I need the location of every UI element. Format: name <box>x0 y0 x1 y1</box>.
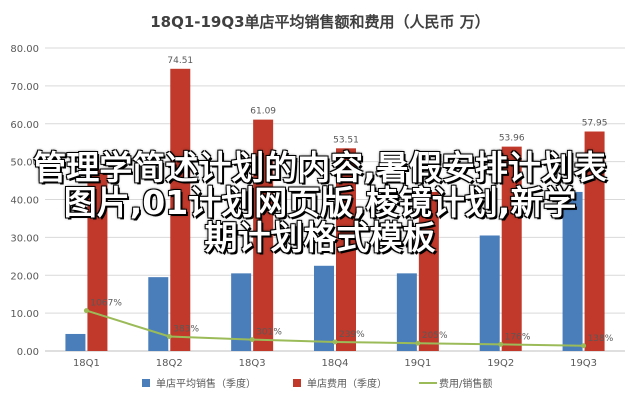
x-tick-label: 18Q4 <box>322 358 349 369</box>
x-tick-label: 19Q1 <box>404 358 431 369</box>
data-label-ratio: 1067% <box>90 299 122 309</box>
x-tick-label: 18Q2 <box>156 358 183 369</box>
y-tick-label: 40.00 <box>10 196 39 207</box>
y-tick-label: 60.00 <box>10 120 39 131</box>
bar-sales <box>65 333 86 351</box>
data-label-cost: 61.09 <box>250 107 276 117</box>
data-label-ratio: 383% <box>173 324 199 334</box>
x-tick-label: 18Q1 <box>73 358 100 369</box>
bar-cost <box>253 119 274 351</box>
data-label-ratio: 301% <box>256 328 282 338</box>
x-tick-label: 19Q3 <box>570 358 597 369</box>
data-label-ratio: 205% <box>422 331 448 341</box>
point-ratio <box>166 333 172 339</box>
bar-cost <box>584 131 605 351</box>
x-tick-label: 18Q3 <box>239 358 266 369</box>
y-tick-label: 0.00 <box>17 347 39 358</box>
point-ratio <box>581 343 587 349</box>
bar-sales <box>562 191 583 351</box>
point-ratio <box>415 340 421 346</box>
legend-label: 单店平均销售（季度） <box>156 377 256 390</box>
y-tick-label: 70.00 <box>10 82 39 93</box>
bar-sales <box>314 265 334 351</box>
legend-label: 费用/销售额 <box>439 377 492 390</box>
data-label-cost: 53.96 <box>499 134 525 144</box>
chart-title: 18Q1-19Q3单店平均销售额和费用（人民币 万） <box>150 13 490 31</box>
data-label-ratio: 176% <box>505 332 531 342</box>
legend-swatch <box>293 379 301 387</box>
bar-cost <box>170 68 191 352</box>
y-tick-label: 30.00 <box>10 233 39 244</box>
y-tick-label: 80.00 <box>10 44 39 55</box>
bar-cost <box>87 169 108 351</box>
bar-sales <box>396 273 417 351</box>
legend-swatch <box>142 379 150 387</box>
data-label-cost: 74.51 <box>167 56 193 66</box>
legend: 单店平均销售（季度） 单店费用（季度） 费用/销售额 <box>142 377 492 390</box>
bar-cost <box>336 148 356 351</box>
y-tick-label: 10.00 <box>10 309 39 320</box>
data-label-cost: 57.95 <box>582 119 608 129</box>
legend-label: 单店费用（季度） <box>307 377 387 390</box>
data-label-cost: 53.51 <box>333 135 359 145</box>
data-label-ratio: 138% <box>588 334 614 344</box>
bar-sales <box>479 235 500 351</box>
x-tick-label: 19Q2 <box>487 358 514 369</box>
bar-sales <box>231 273 252 351</box>
bar-cost <box>418 191 439 351</box>
y-tick-label: 50.00 <box>10 158 39 169</box>
y-tick-label: 20.00 <box>10 271 39 282</box>
bar-sales <box>148 277 169 351</box>
point-ratio <box>332 339 338 345</box>
data-label-ratio: 239% <box>339 330 365 340</box>
point-ratio <box>498 341 504 347</box>
point-ratio <box>83 308 89 314</box>
point-ratio <box>249 337 255 343</box>
bar-cost <box>501 146 522 351</box>
